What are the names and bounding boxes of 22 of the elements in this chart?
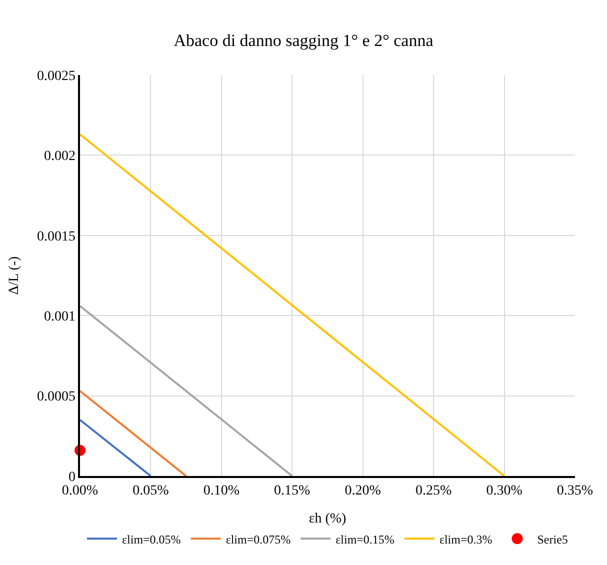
x-tick-label: 0.10% xyxy=(203,484,240,499)
legend-label: εlim=0.05% xyxy=(122,532,181,546)
y-axis-title: Δ/L (-) xyxy=(7,256,22,295)
y-tick-label: 0.0015 xyxy=(36,229,76,244)
x-tick-label: 0.30% xyxy=(486,484,523,499)
chart-title: Abaco di danno sagging 1° e 2° canna xyxy=(174,30,434,50)
legend-label: εlim=0.15% xyxy=(336,532,394,546)
x-tick-label: 0.00% xyxy=(62,484,98,499)
y-tick-label: 0 xyxy=(68,470,76,485)
y-tick-label: 0.0025 xyxy=(36,68,76,84)
x-tick-label: 0.15% xyxy=(274,484,311,499)
x-tick-label: 0.25% xyxy=(415,484,452,499)
x-tick-label: 0.20% xyxy=(344,484,382,499)
legend-label: Serie5 xyxy=(537,532,568,546)
y-tick-label: 0.001 xyxy=(44,310,76,324)
legend-label: εlim=0.3% xyxy=(439,532,492,546)
legend-label: εlim=0.075% xyxy=(226,532,291,546)
y-tick-label: 0.002 xyxy=(44,149,76,164)
y-tick-label: 0.0005 xyxy=(36,390,76,405)
x-tick-label: 0.05% xyxy=(132,484,170,499)
x-tick-label: 0.35% xyxy=(556,484,594,499)
x-axis-title: εh (%) xyxy=(308,511,347,526)
